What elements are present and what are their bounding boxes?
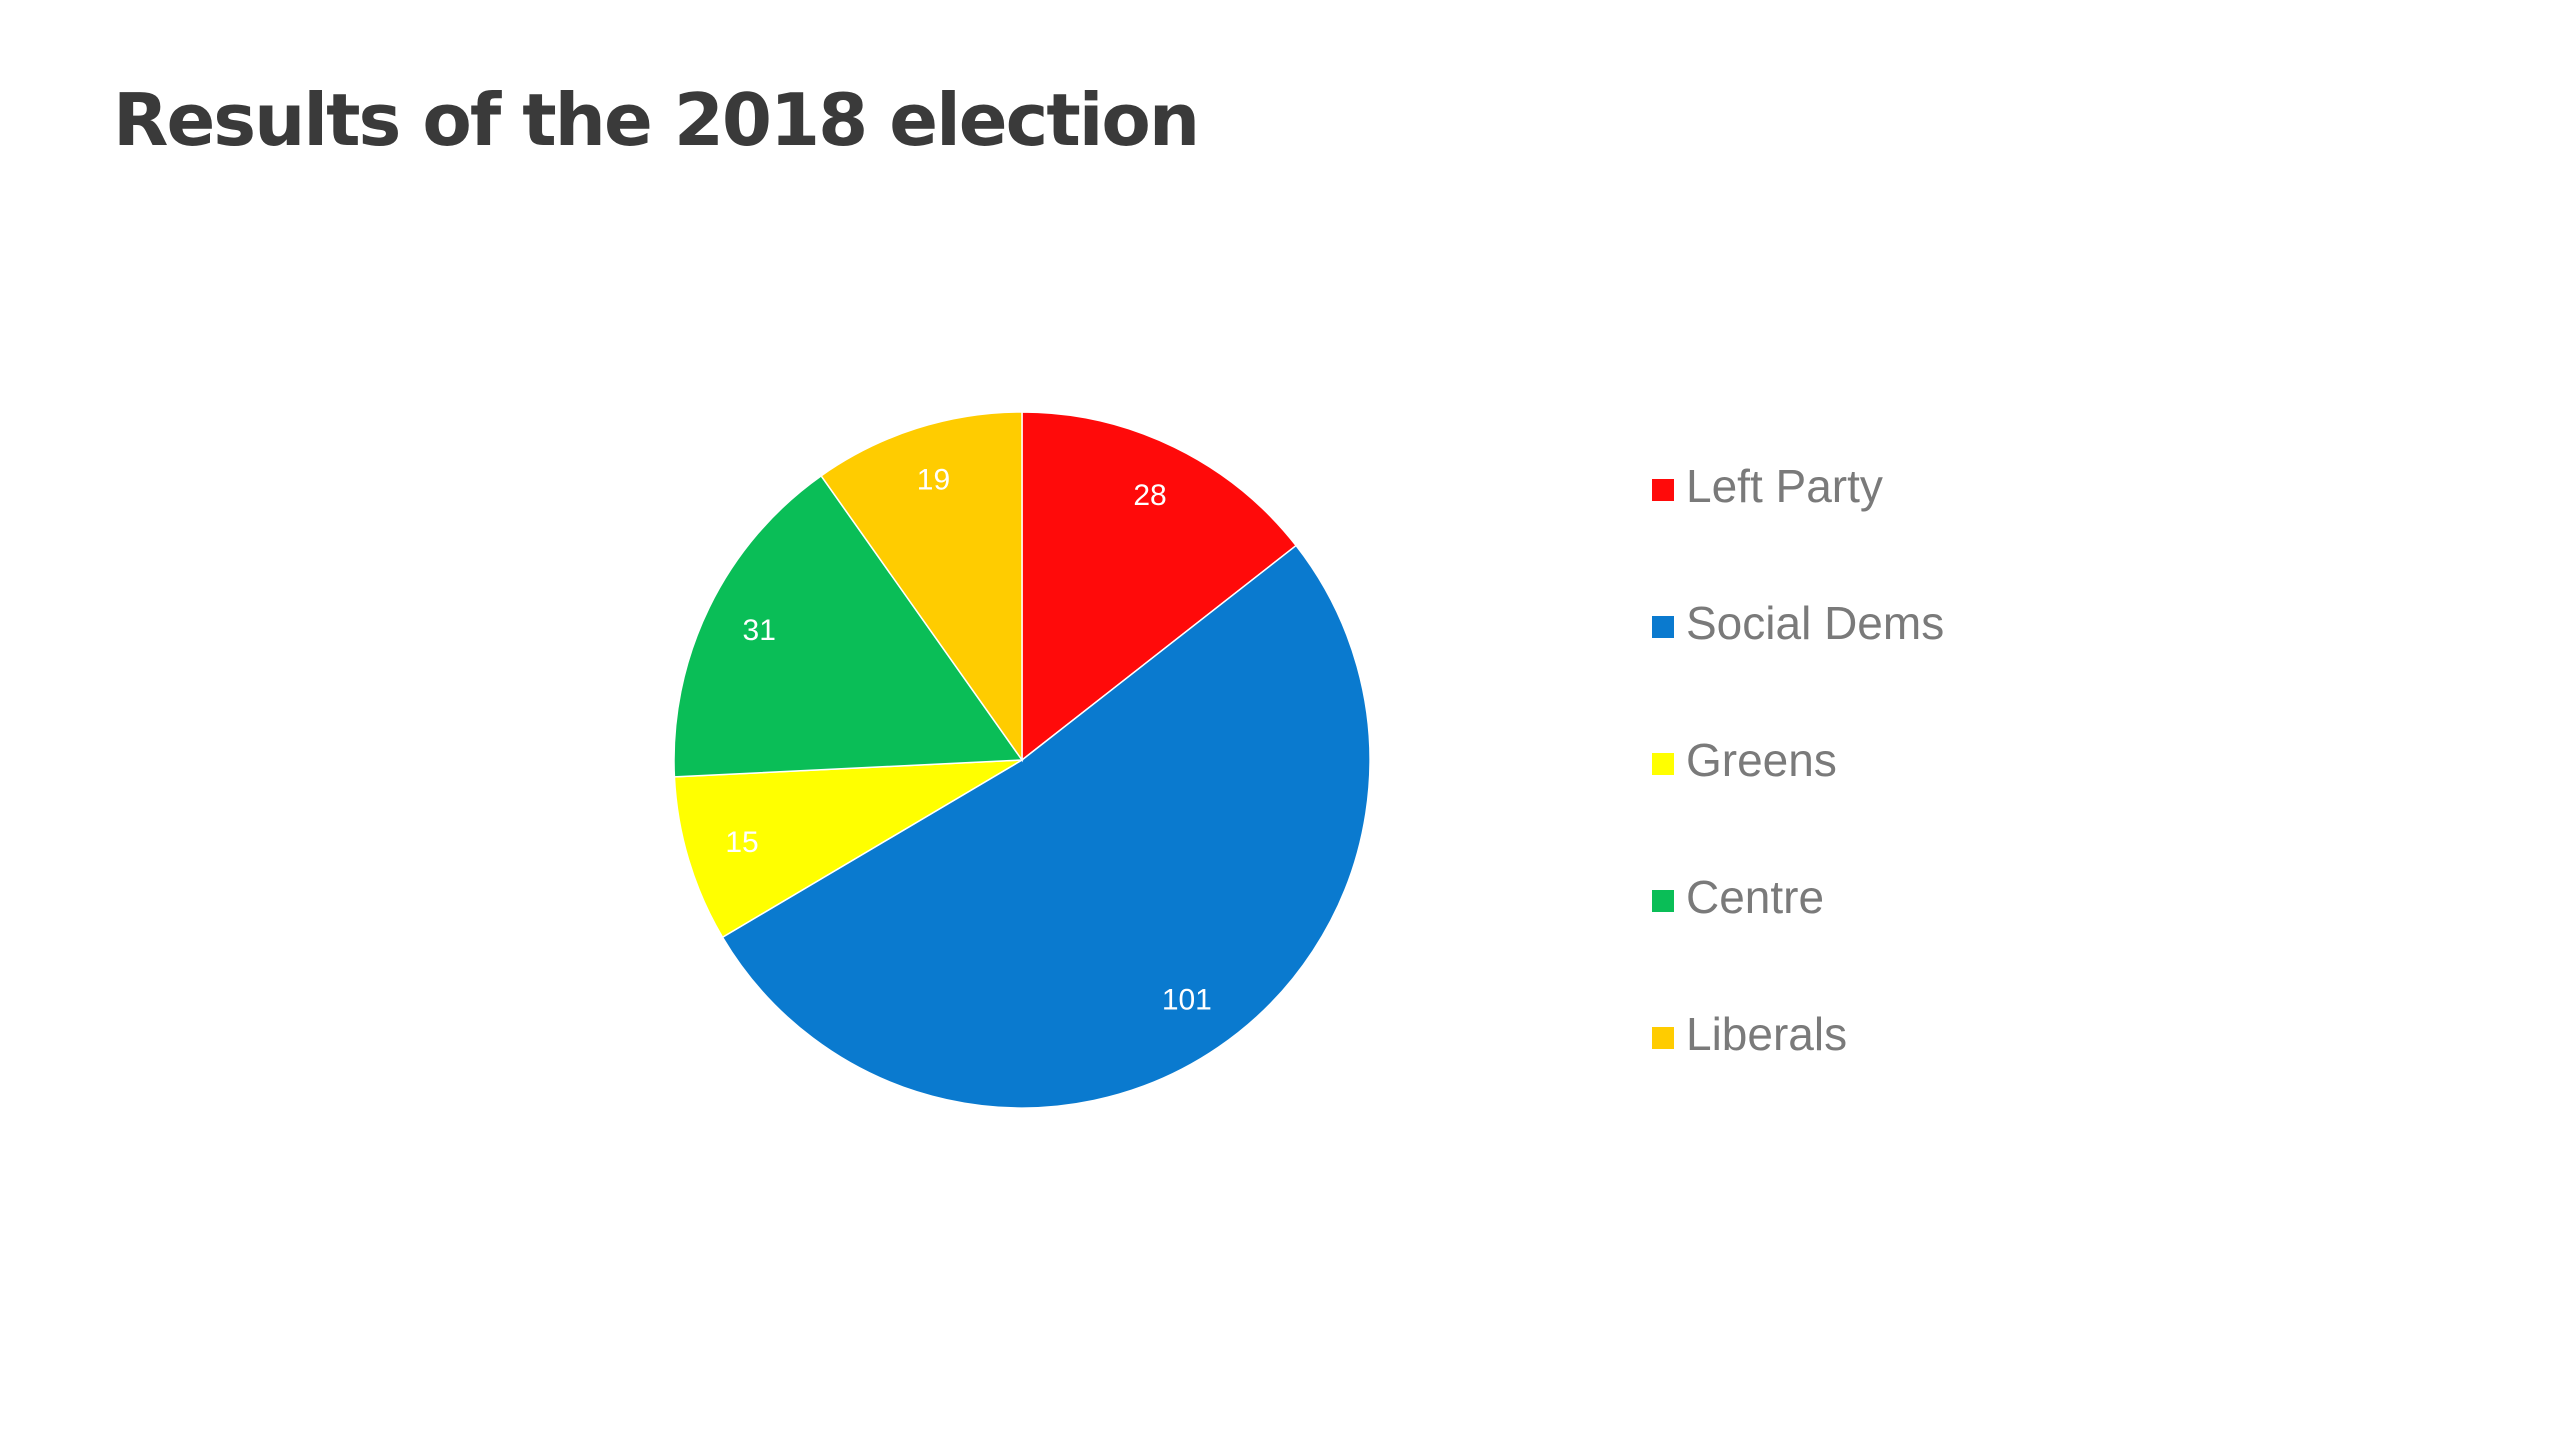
legend-label-centre: Centre [1686,871,1824,923]
pie-data-labels: 28 101 15 31 19 [725,463,1212,1016]
data-label-left-party: 28 [1133,479,1166,512]
legend-label-social-dems: Social Dems [1686,597,1944,649]
legend-item-liberals: Liberals [1652,1008,1847,1060]
legend-item-centre: Centre [1652,871,1824,923]
pie-slice-social-dems [721,544,1371,1109]
legend-label-left-party: Left Party [1686,460,1883,512]
legend-item-social-dems: Social Dems [1652,597,1944,649]
legend-swatch-left-party [1652,479,1674,501]
pie-slice-left-party [1021,411,1298,762]
legend-label-greens: Greens [1686,734,1837,786]
legend-swatch-liberals [1652,1027,1674,1049]
pie-slice-liberals [820,411,1023,763]
data-label-social-dems: 101 [1162,983,1212,1016]
pie-slice-centre [673,474,1024,778]
legend-label-liberals: Liberals [1686,1008,1847,1060]
legend-item-left-party: Left Party [1652,460,1883,512]
legend-item-greens: Greens [1652,734,1837,786]
data-label-liberals: 19 [917,463,950,496]
slide-title: Results of the 2018 election [113,78,1200,162]
pie-slice-greens [673,759,1023,939]
legend-swatch-greens [1652,753,1674,775]
data-label-centre: 31 [743,614,776,647]
pie-slices [673,411,1371,1109]
legend-swatch-centre [1652,890,1674,912]
chart-legend: Left Party Social Dems Greens Centre Liberal… [1652,460,1944,1060]
data-label-greens: 15 [725,826,758,859]
legend-swatch-social-dems [1652,616,1674,638]
